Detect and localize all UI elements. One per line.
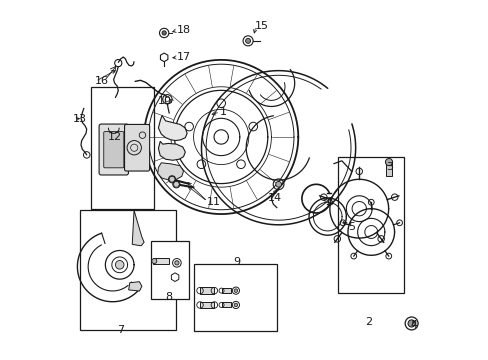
Circle shape bbox=[115, 261, 124, 269]
Text: 6: 6 bbox=[325, 197, 333, 207]
FancyBboxPatch shape bbox=[103, 132, 123, 168]
Text: 7: 7 bbox=[117, 325, 124, 335]
Polygon shape bbox=[221, 302, 230, 307]
Bar bbox=[80, 211, 176, 330]
Circle shape bbox=[245, 39, 250, 43]
Circle shape bbox=[174, 261, 179, 265]
Text: 18: 18 bbox=[177, 25, 191, 35]
Bar bbox=[338, 157, 403, 293]
Circle shape bbox=[151, 258, 157, 264]
Polygon shape bbox=[158, 116, 187, 140]
FancyBboxPatch shape bbox=[124, 125, 149, 171]
Bar bbox=[150, 241, 188, 299]
Text: 8: 8 bbox=[165, 292, 172, 302]
Text: 10: 10 bbox=[157, 96, 171, 106]
Text: 2: 2 bbox=[364, 317, 371, 327]
Polygon shape bbox=[173, 181, 179, 187]
Polygon shape bbox=[200, 287, 214, 294]
Text: 11: 11 bbox=[206, 197, 221, 207]
Text: 14: 14 bbox=[267, 193, 282, 203]
Polygon shape bbox=[128, 282, 142, 291]
Polygon shape bbox=[168, 176, 175, 182]
Polygon shape bbox=[153, 258, 168, 264]
Circle shape bbox=[275, 181, 281, 187]
Circle shape bbox=[407, 320, 414, 327]
Bar bbox=[193, 264, 276, 331]
Text: 12: 12 bbox=[107, 132, 122, 142]
Circle shape bbox=[234, 303, 237, 307]
Circle shape bbox=[162, 31, 166, 35]
Text: 5: 5 bbox=[348, 222, 355, 231]
FancyBboxPatch shape bbox=[99, 124, 128, 175]
Polygon shape bbox=[386, 162, 391, 176]
Text: 15: 15 bbox=[255, 21, 269, 31]
Polygon shape bbox=[171, 273, 179, 282]
Circle shape bbox=[385, 158, 392, 166]
Text: 4: 4 bbox=[410, 320, 417, 330]
Polygon shape bbox=[158, 141, 185, 160]
Text: 3: 3 bbox=[386, 162, 392, 172]
Text: 16: 16 bbox=[94, 76, 108, 86]
Polygon shape bbox=[160, 53, 167, 62]
Text: 1: 1 bbox=[219, 107, 226, 117]
Polygon shape bbox=[132, 210, 144, 246]
Text: 13: 13 bbox=[73, 114, 87, 124]
Bar bbox=[91, 87, 154, 209]
Polygon shape bbox=[158, 163, 183, 180]
Circle shape bbox=[234, 289, 237, 292]
Polygon shape bbox=[221, 288, 230, 293]
Text: 9: 9 bbox=[233, 257, 240, 267]
Text: 17: 17 bbox=[177, 52, 191, 62]
Polygon shape bbox=[200, 302, 214, 308]
